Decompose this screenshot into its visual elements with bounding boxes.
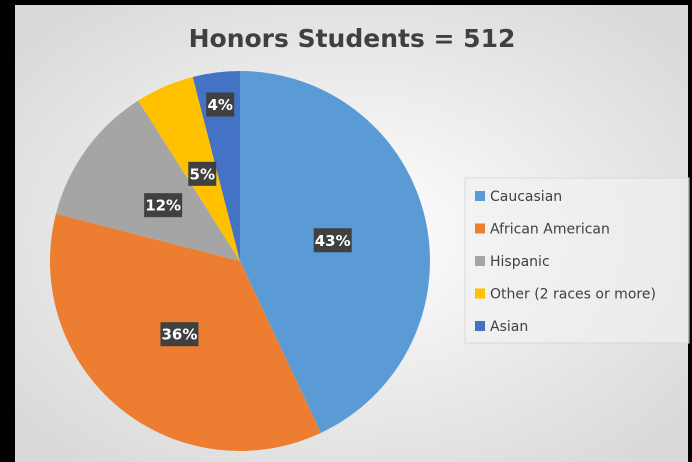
legend-label: Asian xyxy=(490,319,528,335)
legend-swatch xyxy=(475,191,485,201)
legend-label: Other (2 races or more) xyxy=(490,287,656,303)
data-label-box xyxy=(188,161,217,186)
pie-slice xyxy=(55,100,240,261)
data-label-box xyxy=(160,322,199,347)
data-label: 4% xyxy=(208,96,233,114)
legend-label: Caucasian xyxy=(490,189,562,205)
data-label-box xyxy=(206,92,235,117)
legend-swatch xyxy=(475,288,485,299)
pie-slice xyxy=(192,71,240,261)
data-label-box xyxy=(144,193,183,218)
legend-swatch xyxy=(475,256,485,266)
legend-label: African American xyxy=(490,222,610,238)
data-label: 36% xyxy=(161,326,197,344)
data-label-box xyxy=(313,228,352,253)
legend-box xyxy=(464,177,690,344)
chart-title: Honors Students = 512 xyxy=(189,24,516,53)
data-label: 12% xyxy=(145,197,181,215)
legend-swatch xyxy=(475,223,485,234)
legend-swatch xyxy=(475,321,485,331)
data-label: 5% xyxy=(190,165,215,183)
data-label: 43% xyxy=(315,232,351,250)
legend-label: Hispanic xyxy=(490,254,550,270)
